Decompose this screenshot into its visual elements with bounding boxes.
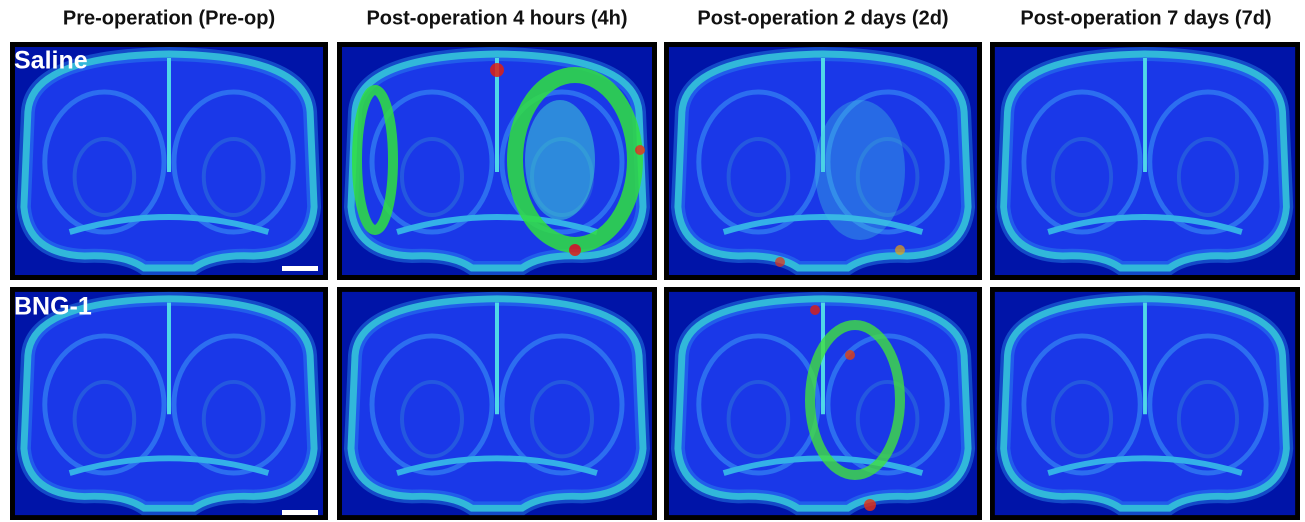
column-header: Pre-operation (Pre-op) (63, 7, 275, 29)
scale-bar (282, 510, 318, 515)
row-label: BNG-1 (14, 293, 92, 321)
row-label: Saline (14, 47, 88, 75)
figure: Pre-operation (Pre-op) Post-operation 4 … (0, 0, 1305, 522)
column-header: Post-operation 7 days (7d) (1020, 7, 1271, 29)
mri-panel (664, 287, 982, 520)
column-header: Post-operation 4 hours (4h) (366, 7, 627, 29)
mri-panel (337, 287, 657, 520)
scale-bar (282, 266, 318, 271)
mri-panel (337, 42, 657, 280)
mri-panel (990, 287, 1300, 520)
column-header: Post-operation 2 days (2d) (697, 7, 948, 29)
mri-panel (990, 42, 1300, 280)
mri-panel (10, 287, 328, 520)
mri-panel (10, 42, 328, 280)
